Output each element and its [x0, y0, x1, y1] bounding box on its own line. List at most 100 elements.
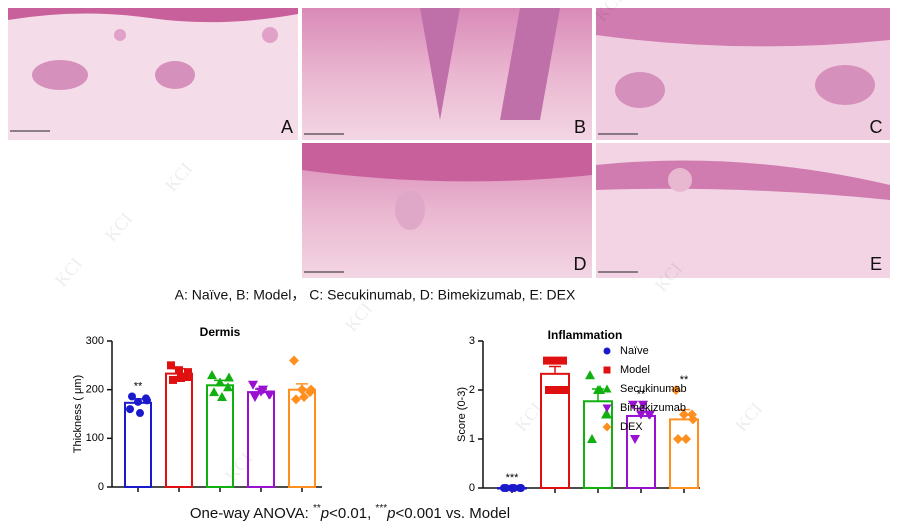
data-point: [143, 396, 151, 405]
scale-bars: [10, 130, 638, 273]
footnote-part: One-way ANOVA:: [190, 505, 313, 522]
footnote-part: p: [320, 505, 329, 522]
data-point: [209, 387, 219, 397]
watermark: KCI: [51, 254, 86, 291]
data-point: [628, 400, 638, 410]
histology: A B C D E: [8, 8, 890, 278]
data-point: [289, 355, 299, 366]
footnote-part: p: [386, 505, 395, 522]
data-point: [673, 434, 683, 444]
data-point: [645, 410, 655, 420]
y-tick-label: 3: [469, 335, 475, 347]
data-point: [688, 414, 698, 425]
legend-label: Model: [620, 364, 650, 376]
panel-letter: C: [870, 117, 883, 137]
data-point: [553, 386, 561, 394]
data-point: [679, 409, 689, 420]
panel-letter: E: [870, 254, 882, 274]
data-point: [299, 391, 309, 402]
error-bar: [549, 365, 561, 374]
footnote-part: **: [313, 503, 321, 514]
data-point: [224, 372, 234, 382]
data-point: [250, 392, 260, 402]
data-point: [207, 370, 217, 380]
significance: **: [637, 389, 646, 401]
data-point: [177, 373, 185, 382]
data-point: [585, 370, 595, 380]
chart-dermis: Dermis Thickness ( μm) 0 100 200 300 **: [72, 325, 322, 493]
watermark: KCI: [731, 399, 766, 436]
caption: A: Naïve, B: Model， C: Secukinumab, D: B…: [175, 287, 576, 303]
chart-title: Dermis: [200, 325, 241, 339]
data-point: [603, 366, 611, 374]
data-point: [671, 385, 681, 395]
data-point: [258, 385, 268, 395]
bar: [165, 372, 193, 488]
data-point: [223, 382, 233, 392]
y-tick-label: 1: [469, 433, 475, 445]
data-point: [175, 366, 183, 375]
y-axis-label: Thickness ( μm): [72, 375, 84, 453]
data-point: [560, 386, 568, 394]
legend-label: DEX: [620, 421, 643, 433]
data-point: [184, 368, 192, 377]
data-point: [587, 434, 597, 443]
significance: ***: [506, 472, 520, 484]
watermark: KCI: [101, 209, 136, 246]
data-point: [602, 404, 612, 413]
panel-letter: B: [574, 117, 586, 137]
legend-label: Bimekizumab: [620, 402, 686, 414]
panel-letters: A B C D E: [281, 117, 883, 274]
panel-letter: A: [281, 117, 293, 137]
footnote-part: <0.001 vs. Model: [395, 505, 510, 522]
data-point: [217, 391, 227, 401]
data-point: [545, 386, 553, 394]
data-point: [681, 434, 691, 444]
data-point: [215, 377, 225, 387]
data-point: [183, 373, 191, 382]
data-point: [602, 409, 612, 419]
data-point: [167, 361, 175, 370]
footnote-part: ***: [375, 503, 387, 514]
significance: **: [134, 380, 143, 392]
bar: [247, 391, 275, 489]
y-tick-label: 0: [469, 482, 475, 494]
data-point: [602, 422, 612, 432]
data-point: [306, 384, 316, 395]
legend-label: Naïve: [620, 345, 649, 357]
data-point: [595, 385, 605, 394]
bar: [288, 388, 316, 488]
data-point: [602, 384, 612, 393]
chart-title: Inflammation: [548, 328, 623, 342]
data-point: [136, 409, 144, 418]
y-tick-label: 200: [86, 384, 104, 396]
footnote: One-way ANOVA: **p<0.01, ***p<0.001 vs. …: [190, 503, 510, 522]
data-point: [636, 410, 646, 420]
data-point: [630, 435, 640, 444]
bar: [669, 418, 699, 489]
y-axis-label: Score (0-3): [456, 387, 468, 442]
data-point: [134, 397, 142, 406]
y-tick-label: 2: [469, 384, 475, 396]
data-point: [543, 356, 551, 365]
panel-letter: D: [574, 254, 587, 274]
footnote-part: <0.01,: [329, 505, 375, 522]
data-point: [265, 390, 275, 400]
data-point: [517, 484, 525, 492]
y-tick-label: 300: [86, 335, 104, 347]
data-point: [638, 400, 648, 410]
significance: **: [680, 374, 689, 386]
watermark: KCI: [221, 449, 256, 486]
data-point: [603, 347, 611, 355]
data-point: [291, 394, 301, 405]
data-point: [297, 384, 307, 395]
data-point: [126, 405, 134, 414]
y-tick-label: 0: [98, 481, 104, 493]
data-point: [510, 484, 518, 492]
data-point: [128, 392, 136, 401]
legend-label: Secukinumab: [620, 383, 687, 395]
y-tick-label: 100: [86, 432, 104, 444]
